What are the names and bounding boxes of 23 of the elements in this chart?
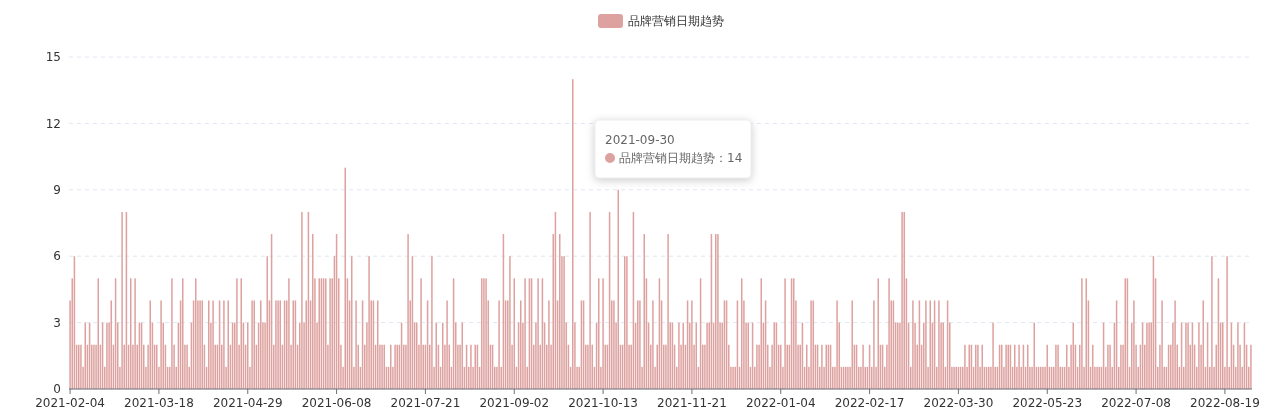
x-tick-label: 2022-08-19 [1190, 396, 1260, 410]
x-tick-label: 2022-02-17 [834, 396, 905, 410]
x-tick-label: 2022-05-23 [1012, 396, 1083, 410]
y-tick-label: 0 [53, 382, 61, 397]
y-tick-label: 3 [53, 315, 61, 330]
y-tick-label: 9 [53, 183, 61, 197]
y-tick-label: 15 [45, 50, 61, 65]
x-tick-label: 2021-10-13 [568, 396, 638, 410]
x-tick-label: 2021-04-29 [212, 396, 283, 410]
x-tick-label: 2021-09-02 [479, 396, 550, 410]
x-tick-label: 2021-06-08 [301, 396, 372, 410]
legend-label: 品牌营销日期趋势 [628, 14, 724, 29]
x-tick-label: 2022-07-08 [1101, 396, 1171, 410]
y-tick-label: 6 [53, 249, 61, 264]
annotation: 2021-09-30 [605, 133, 675, 148]
x-tick-label: 2022-03-30 [923, 396, 994, 410]
y-tick-label: 12 [45, 116, 61, 131]
annotation: 品牌营销日期趋势：14 [619, 151, 743, 166]
x-tick-label: 2021-07-21 [390, 396, 461, 410]
x-tick-label: 2021-02-04 [35, 396, 105, 410]
x-tick-label: 2021-11-21 [657, 396, 727, 410]
x-tick-label: 2022-01-04 [745, 396, 816, 410]
x-tick-label: 2021-03-18 [124, 396, 194, 410]
